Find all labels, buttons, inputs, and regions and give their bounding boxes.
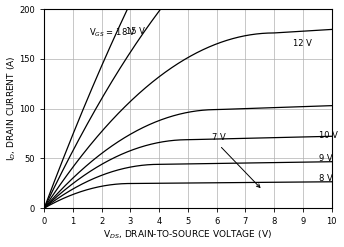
Text: 15 V: 15 V [126, 27, 145, 36]
Text: 8 V: 8 V [319, 174, 332, 183]
Text: 12 V: 12 V [293, 39, 312, 48]
Text: 9 V: 9 V [319, 154, 332, 163]
Text: 7 V: 7 V [212, 133, 226, 143]
X-axis label: V$_{DS}$, DRAIN-TO-SOURCE VOLTAGE (V): V$_{DS}$, DRAIN-TO-SOURCE VOLTAGE (V) [104, 229, 272, 242]
Text: 10 V: 10 V [319, 131, 337, 140]
Y-axis label: I$_D$, DRAIN CURRENT (A): I$_D$, DRAIN CURRENT (A) [6, 56, 18, 161]
Text: V$_{GS}$ = 18 V: V$_{GS}$ = 18 V [89, 27, 137, 40]
